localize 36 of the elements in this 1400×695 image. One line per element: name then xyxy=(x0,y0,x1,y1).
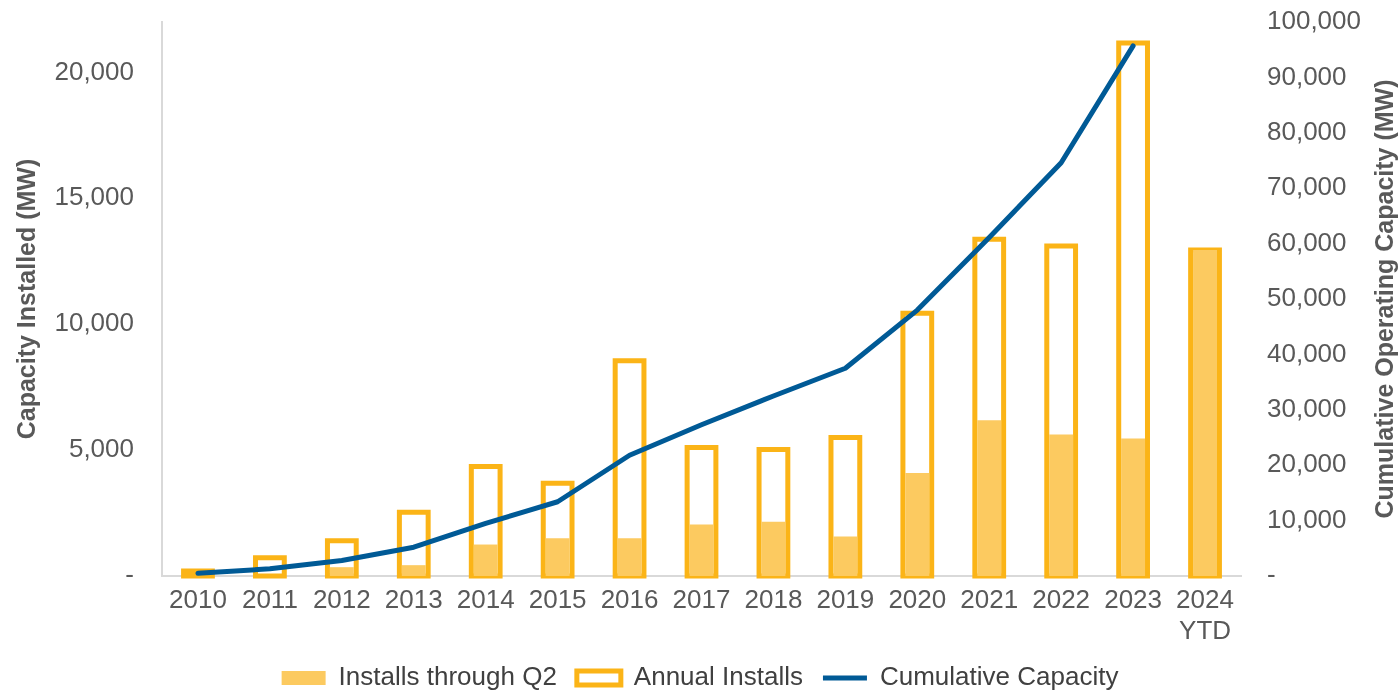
x-tick-label: 2015 xyxy=(528,583,587,614)
x-tick-label: 2012 xyxy=(312,583,371,614)
y2-tick-label: 70,000 xyxy=(1267,171,1347,202)
y2-tick-label: 100,000 xyxy=(1267,5,1361,36)
legend-label: Cumulative Capacity xyxy=(879,661,1119,692)
x-tick-label: 2017 xyxy=(672,583,731,614)
y-tick-label: 5,000 xyxy=(68,433,134,464)
x-tick-label: 2022 xyxy=(1032,583,1091,614)
x-tick-label: 2013 xyxy=(384,583,443,614)
x-tick-label: 2020 xyxy=(888,583,947,614)
x-tick-label: 2024 YTD xyxy=(1176,583,1234,645)
y2-tick-label: 90,000 xyxy=(1267,60,1347,91)
x-tick-label: 2019 xyxy=(816,583,875,614)
y2-tick-label: 60,000 xyxy=(1267,226,1347,257)
y2-tick-label: 50,000 xyxy=(1267,282,1347,313)
y-axis-title: Capacity Installed (MW) xyxy=(11,158,40,440)
y-tick-label: - xyxy=(125,559,134,590)
x-tick-label: 2018 xyxy=(744,583,803,614)
x-tick-label: 2016 xyxy=(600,583,659,614)
x-tick-label: 2011 xyxy=(241,583,298,614)
y2-tick-label: - xyxy=(1267,559,1276,590)
legend-label: Installs through Q2 xyxy=(338,661,557,692)
y-tick-label: 15,000 xyxy=(54,181,134,212)
legend-label: Annual Installs xyxy=(633,661,803,692)
x-tick-label: 2010 xyxy=(169,583,227,614)
x-tick-label: 2014 xyxy=(456,583,515,614)
y2-tick-label: 10,000 xyxy=(1267,503,1347,534)
y2-axis-title: Cumulative Operating Capacity (MW) xyxy=(1369,79,1398,519)
y-tick-label: 10,000 xyxy=(54,307,134,338)
y-tick-label: 20,000 xyxy=(54,55,134,86)
y2-tick-label: 80,000 xyxy=(1267,115,1347,146)
y2-tick-label: 30,000 xyxy=(1267,392,1347,423)
x-tick-label: 2021 xyxy=(960,583,1019,614)
y2-tick-label: 20,000 xyxy=(1267,448,1347,479)
y2-tick-label: 40,000 xyxy=(1267,337,1347,368)
x-tick-label: 2023 xyxy=(1104,583,1163,614)
